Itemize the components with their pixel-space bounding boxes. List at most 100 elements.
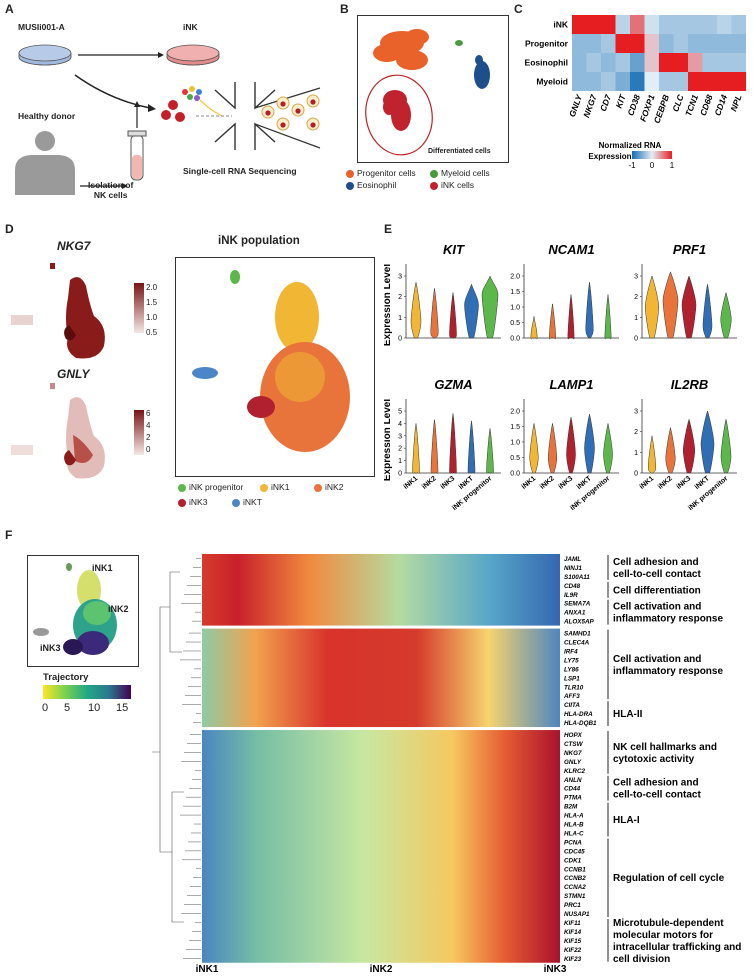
scrnaseq-label: Single-cell RNA Sequencing: [183, 166, 297, 176]
gene-label: NINJ1: [564, 565, 582, 572]
gene-label: PRC1: [564, 902, 581, 909]
violin: [700, 410, 715, 474]
heatmap-cell: [601, 72, 616, 91]
heatmap-cell: [615, 53, 630, 72]
colorbar-title-line2: Expression: [588, 152, 631, 161]
heatmap-gene-label: KIT: [614, 93, 628, 110]
gene-label: TLR10: [564, 684, 584, 691]
violin: [702, 284, 713, 339]
gene-label: NUSAP1: [564, 911, 590, 918]
gnly-tick-1: 4: [146, 421, 151, 430]
colorbar-tick: 1: [670, 161, 675, 170]
panel-f: iNK1 iNK2 iNK3 Trajectory 0 5 10 15 JAML…: [0, 540, 753, 979]
violin: [584, 414, 595, 474]
panel-e: KIT 0 1 2 3 Expression Level NCAM1 0.0 0.5 1.0 1.5…: [384, 222, 753, 522]
gene-label: SAMHD1: [564, 631, 591, 638]
gene-label: LSP1: [564, 675, 580, 682]
violin: [665, 427, 676, 474]
gene-label: CCNB2: [564, 875, 586, 882]
dendrogram: [152, 558, 201, 959]
gene-label: IL9R: [564, 592, 578, 599]
y-tick: 0: [398, 336, 402, 343]
heatmap-row-label: Myeloid: [536, 77, 568, 87]
traj-label-ink1: iNK1: [92, 563, 113, 573]
gene-label: LY86: [564, 666, 579, 673]
gene-label: IRF4: [564, 648, 578, 655]
umap-ink-population: [175, 257, 375, 477]
violin: [449, 413, 457, 474]
legend-inkt: iNKT: [232, 497, 262, 507]
gnly-tick-3: 0: [146, 445, 151, 454]
annotation-text: inflammatory response: [613, 666, 723, 677]
y-tick: 0: [398, 471, 402, 478]
y-tick: 3: [634, 274, 638, 281]
cell-line-label: MUSIi001-A: [18, 22, 65, 32]
violin: [720, 291, 732, 339]
heatmap-row-label: Progenitor: [525, 39, 569, 49]
x-tick: iNK2: [421, 475, 438, 491]
annotation-text: cell division: [613, 954, 670, 965]
gene-label: GNLY: [564, 759, 582, 766]
traj-tick-5: 5: [64, 702, 71, 714]
heatmap-cell: [731, 53, 746, 72]
colorbar: [632, 151, 672, 159]
heatmap-cell: [615, 72, 630, 91]
heatmap-cell: [702, 15, 717, 34]
heatmap-cell: [717, 15, 732, 34]
y-tick: 2: [634, 429, 638, 436]
y-tick: 2.0: [510, 409, 520, 416]
violin: [410, 282, 422, 339]
nkg7-tick-3: 0.5: [146, 328, 158, 337]
annotation-text: Microtubule-dependent: [613, 918, 724, 929]
heatmap-cell: [659, 34, 674, 53]
colorbar-tick: 0: [650, 161, 655, 170]
legend-dot-icon: [232, 498, 240, 507]
heatmap-cell: [659, 15, 674, 34]
colorbar-title-line1: Normalized RNA: [599, 141, 662, 150]
violin: [566, 417, 576, 474]
heatmap-cell: [586, 15, 601, 34]
y-tick: 2: [634, 294, 638, 301]
y-tick: 2: [398, 446, 402, 453]
heatmap-cell: [586, 53, 601, 72]
gene-label: KLRC2: [564, 768, 585, 775]
heatmap-cell: [688, 53, 703, 72]
heatmap-cell: [601, 15, 616, 34]
y-axis-label: Expression Level: [384, 399, 393, 481]
violin: [467, 420, 476, 474]
y-tick: 1: [398, 315, 402, 322]
heatmap-gene-label: CD14: [712, 93, 729, 117]
violin: [547, 423, 558, 474]
donor-label: Healthy donor: [18, 111, 76, 121]
annotation-text: Cell adhesion and: [613, 778, 699, 789]
heatmap-cell: [630, 53, 645, 72]
heatmap-cell: [688, 72, 703, 91]
panel-a: MUSIi001-A iNK Healthy donor Isolation o…: [0, 0, 335, 215]
violin: [412, 423, 420, 474]
heatmap-cell: [673, 72, 688, 91]
traj-label-ink3: iNK3: [40, 643, 61, 653]
x-tick: iNK1: [521, 475, 538, 491]
gene-label: KIF22: [564, 947, 582, 954]
y-tick: 0.5: [510, 455, 520, 462]
annotation-text: cytotoxic activity: [613, 754, 695, 765]
violin-title: GZMA: [434, 377, 472, 392]
violin: [549, 303, 556, 340]
violin: [430, 419, 439, 474]
legend-progenitor: Progenitor cells: [346, 168, 416, 178]
gene-label: KIF11: [564, 920, 581, 927]
violin: [662, 271, 679, 339]
gene-label: NKG7: [564, 750, 582, 757]
violin: [430, 288, 439, 339]
gene-label: SEMA7A: [564, 601, 591, 608]
heatmap-cell: [702, 34, 717, 53]
annotation-text: Cell activation and: [613, 654, 701, 665]
y-axis-label: Expression Level: [384, 264, 393, 346]
heatmap-cell: [586, 34, 601, 53]
gene-label: CD48: [564, 583, 581, 590]
traj-tick-10: 10: [88, 702, 101, 714]
legend-ink3: iNK3: [178, 497, 207, 507]
y-tick: 4: [398, 421, 402, 428]
gene-label: HOPX: [564, 732, 583, 739]
y-tick: 0.0: [510, 471, 520, 478]
